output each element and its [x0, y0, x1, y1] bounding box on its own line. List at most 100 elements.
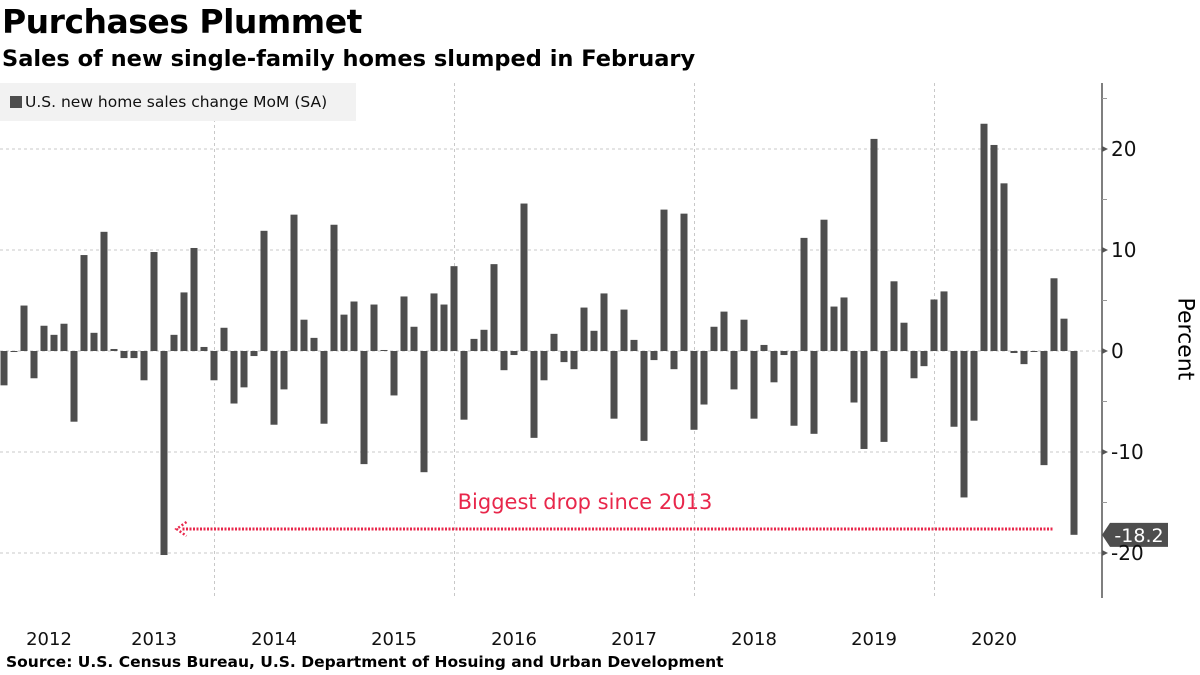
x-tick-label: 2019	[851, 629, 897, 650]
bar	[340, 314, 348, 351]
bar	[1030, 351, 1038, 353]
bar	[730, 351, 738, 390]
bar	[770, 351, 778, 383]
bar	[980, 123, 988, 351]
bar	[200, 346, 208, 351]
bar	[560, 351, 568, 363]
bar	[970, 351, 978, 421]
x-tick-label: 2012	[26, 629, 72, 650]
bar	[140, 351, 148, 381]
y-tick-label: 20	[1111, 137, 1136, 161]
bar	[420, 351, 428, 473]
bar	[180, 292, 188, 351]
bar	[890, 281, 898, 351]
x-tick-label: 2014	[251, 629, 297, 650]
bar	[840, 297, 848, 351]
bar	[280, 351, 288, 390]
annotation-text: Biggest drop since 2013	[458, 490, 713, 514]
bar	[680, 213, 688, 351]
bar	[880, 351, 888, 442]
bar	[780, 351, 788, 356]
bar	[260, 230, 268, 351]
bar	[910, 351, 918, 379]
bar	[950, 351, 958, 427]
chart-title: Purchases Plummet	[2, 2, 362, 41]
y-axis-title: Percent	[1172, 297, 1198, 381]
bar	[220, 327, 228, 351]
bar	[1060, 318, 1068, 351]
bar	[870, 138, 878, 351]
bar	[920, 351, 928, 367]
x-tick-label: 2016	[491, 629, 537, 650]
bar	[170, 334, 178, 351]
legend-swatch	[10, 96, 22, 108]
bar	[160, 351, 168, 556]
bar	[1020, 351, 1028, 365]
bar	[640, 351, 648, 441]
bar	[0, 351, 8, 386]
bar	[520, 203, 528, 351]
bar	[30, 351, 38, 379]
bar	[750, 351, 758, 419]
x-axis: 2012 2013 2014 2015 2016 2017 2018 2019 2020	[26, 629, 1017, 650]
bar	[800, 237, 808, 351]
bar	[40, 325, 48, 351]
x-tick-label: 2015	[371, 629, 417, 650]
last-value-label: -18.2	[1114, 525, 1163, 547]
bar	[60, 323, 68, 351]
bar	[610, 351, 618, 419]
y-major-tick	[1102, 348, 1108, 354]
bar	[430, 293, 438, 351]
bar	[620, 309, 628, 351]
bar	[540, 351, 548, 381]
annotation-layer: Biggest drop since 2013 -18.2	[174, 490, 1168, 547]
source-note: Source: U.S. Census Bureau, U.S. Departm…	[6, 653, 724, 671]
bar	[320, 351, 328, 424]
chart-subtitle: Sales of new single-family homes slumped…	[2, 46, 696, 72]
bar	[130, 351, 138, 359]
bar	[660, 209, 668, 351]
bar	[80, 255, 88, 351]
bar	[210, 351, 218, 381]
bar	[300, 319, 308, 351]
bar	[310, 337, 318, 351]
x-tick-label: 2018	[731, 629, 777, 650]
bar	[400, 296, 408, 351]
bar	[720, 311, 728, 351]
bar	[100, 231, 108, 351]
bar	[20, 305, 28, 351]
y-major-tick	[1102, 247, 1108, 253]
bar	[500, 351, 508, 371]
bar	[470, 338, 478, 351]
bar	[760, 344, 768, 351]
bar	[370, 304, 378, 351]
bar	[650, 351, 658, 361]
bar	[240, 351, 248, 388]
bars	[0, 123, 1078, 556]
x-tick-label: 2020	[971, 629, 1017, 650]
bar	[490, 264, 498, 351]
bar	[480, 329, 488, 351]
bar	[190, 247, 198, 351]
x-tick-label: 2017	[611, 629, 657, 650]
bar	[1040, 351, 1048, 466]
bar	[450, 266, 458, 351]
bar	[290, 214, 298, 351]
bar	[700, 351, 708, 405]
bar	[630, 339, 638, 351]
legend: U.S. new home sales change MoM (SA)	[0, 83, 356, 121]
bar	[860, 351, 868, 449]
bar	[90, 332, 98, 351]
bar	[1010, 351, 1018, 354]
bar	[330, 224, 338, 351]
bar	[440, 304, 448, 351]
bar	[230, 351, 238, 404]
bar	[120, 351, 128, 359]
bar	[1050, 278, 1058, 351]
bar	[580, 307, 588, 351]
bar	[900, 322, 908, 351]
bar	[820, 219, 828, 351]
bar	[510, 351, 518, 356]
bar	[740, 319, 748, 351]
bar	[810, 351, 818, 434]
